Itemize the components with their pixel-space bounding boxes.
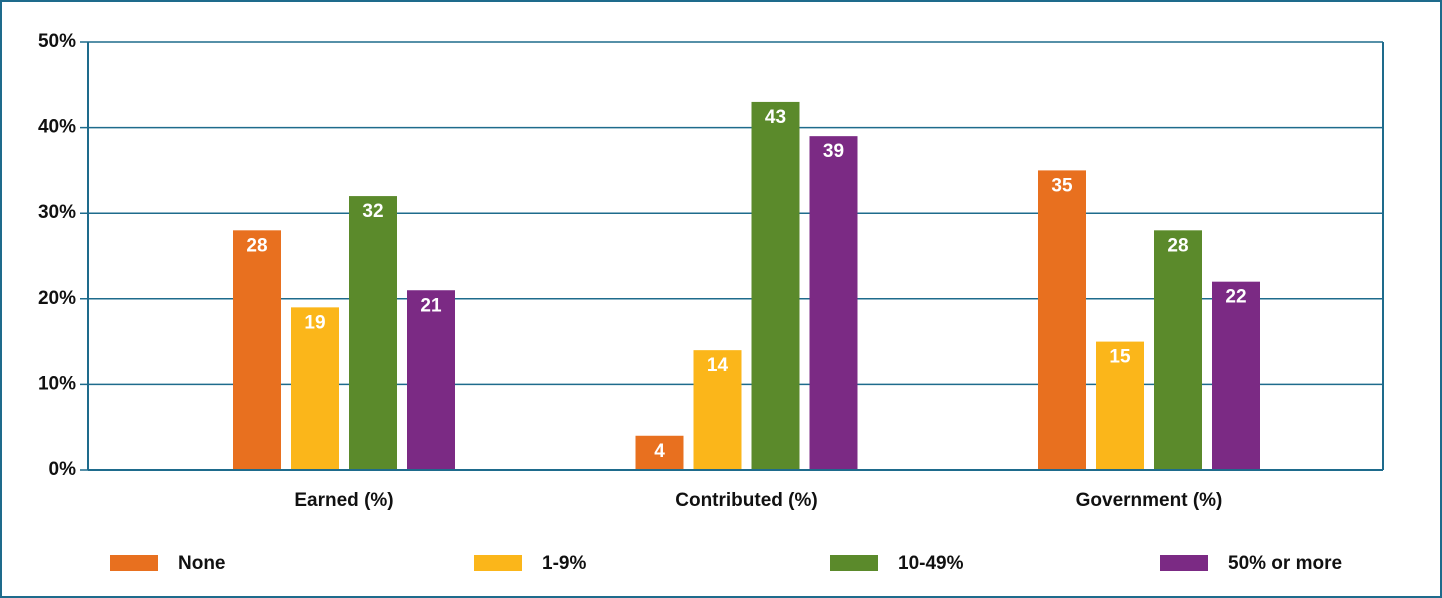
bar [693,350,742,470]
bar [1096,341,1144,470]
data-label: 39 [823,141,844,162]
data-label: 32 [362,201,383,222]
data-label: 14 [707,355,729,376]
data-label: 35 [1051,175,1073,196]
data-label: 22 [1225,287,1246,308]
bar [1154,230,1202,470]
data-label: 28 [246,235,267,256]
data-label: 21 [420,295,442,316]
bar [1212,281,1260,470]
y-tick-label: 20% [38,288,76,309]
legend-label: 50% or more [1228,553,1342,574]
y-tick-label: 50% [38,31,76,52]
legend-swatch [474,555,522,571]
x-tick-label: Earned (%) [294,490,393,511]
legend-swatch [1160,555,1208,571]
bar [1038,170,1086,470]
y-tick-label: 40% [38,117,76,138]
legend-label: 10-49% [898,553,964,574]
bar [407,290,455,470]
data-label: 15 [1109,347,1131,368]
y-tick-label: 0% [49,459,77,480]
data-label: 19 [304,312,325,333]
bar [291,307,339,470]
data-label: 43 [765,107,786,128]
y-tick-label: 30% [38,202,76,223]
bar [809,136,858,470]
legend-swatch [110,555,158,571]
y-tick-label: 10% [38,373,76,394]
bar [349,196,397,470]
legend-label: 1-9% [542,553,586,574]
x-tick-label: Contributed (%) [675,490,817,511]
x-tick-label: Government (%) [1076,490,1223,511]
bar [635,435,684,470]
bar [233,230,281,470]
data-label: 4 [654,441,665,462]
legend-label: None [178,553,226,574]
data-label: 28 [1167,235,1188,256]
bar [751,101,800,471]
legend-swatch [830,555,878,571]
